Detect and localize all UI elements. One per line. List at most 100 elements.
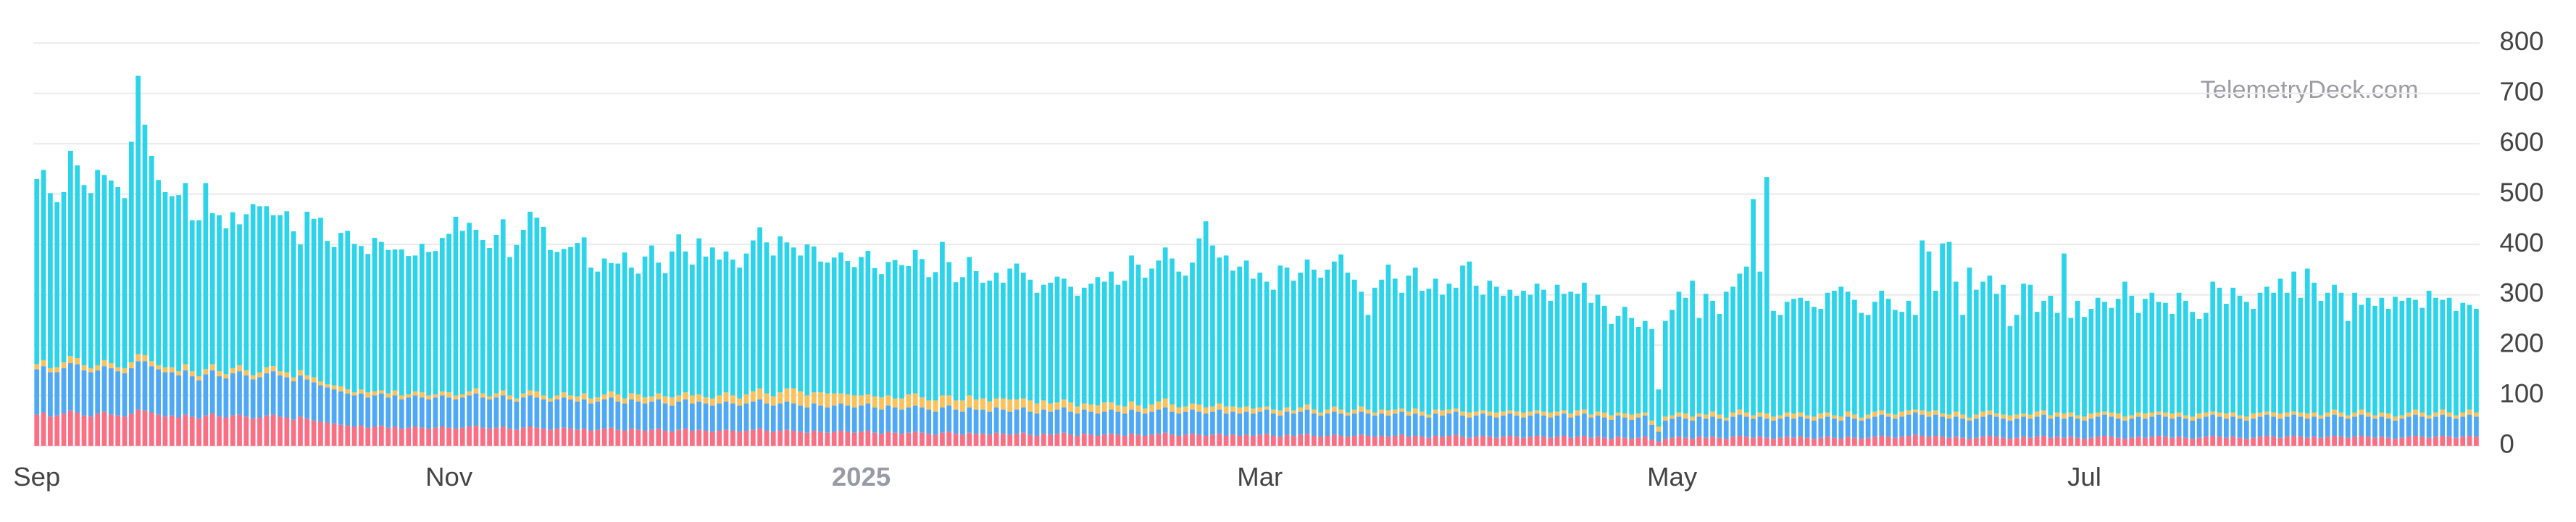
bar-segment [730, 403, 735, 431]
bar-segment [1771, 310, 1776, 417]
bar-segment [2243, 302, 2249, 417]
bar-segment [825, 407, 830, 433]
bar-segment [2433, 436, 2438, 446]
bar-segment [2298, 297, 2304, 413]
bar-segment [615, 263, 621, 395]
bar-segment [1899, 411, 1905, 417]
bar-segment [912, 431, 918, 446]
bar-segment [838, 403, 843, 431]
bar-segment [1730, 416, 1735, 437]
bar-segment [1054, 402, 1060, 410]
bar-segment [946, 431, 952, 446]
bar-segment [1420, 415, 1425, 437]
bar-segment [1446, 413, 1452, 436]
bar-segment [2021, 416, 2026, 437]
bar-segment [1703, 418, 1709, 438]
bar-segment [2454, 310, 2459, 416]
bar-segment [1095, 435, 1101, 446]
bar-segment [1845, 291, 1851, 412]
bar-segment [2088, 418, 2094, 438]
bar-segment [385, 397, 391, 428]
bar-segment [183, 414, 188, 446]
bar-segment [1264, 434, 1270, 446]
bar-segment [1582, 282, 1587, 410]
bar-segment [439, 391, 445, 396]
bar-segment [1054, 434, 1060, 446]
bar-segment [683, 392, 688, 399]
bar-segment [717, 403, 722, 431]
bar-segment [1115, 411, 1121, 435]
bar-segment [1359, 291, 1364, 407]
bar-segment [61, 191, 67, 362]
bar-segment [798, 255, 803, 392]
bar-segment [2264, 414, 2269, 436]
bar-segment [993, 273, 999, 399]
bar-segment [1176, 435, 1182, 446]
bar-segment [406, 256, 412, 395]
bar-segment [1446, 435, 1452, 446]
bar-segment [412, 395, 418, 427]
bar-segment [1548, 413, 1554, 418]
bar-segment [1399, 434, 1404, 446]
bar-segment [379, 390, 384, 394]
y-tick-label: 800 [2500, 26, 2544, 56]
bar-segment [642, 256, 648, 398]
bar-segment [1885, 436, 1891, 446]
bar-segment [831, 431, 837, 446]
bar-segment [601, 258, 607, 395]
bar-segment [2014, 418, 2019, 438]
x-tick-label: Nov [425, 462, 473, 492]
bar-segment [2426, 437, 2432, 446]
bar-segment [1568, 291, 1574, 414]
bar-segment [804, 432, 810, 446]
bar-segment [493, 427, 499, 446]
bar-segment [1872, 436, 1877, 446]
bar-segment [318, 381, 323, 386]
bar-segment [1751, 199, 1756, 416]
bar-segment [1115, 434, 1121, 446]
bar-segment [831, 257, 837, 394]
bar-segment [1683, 418, 1688, 438]
bar-segment [2318, 415, 2324, 419]
bar-segment [250, 379, 256, 419]
bar-segment [635, 429, 641, 446]
bar-segment [1061, 399, 1067, 408]
bar-segment [1825, 436, 1830, 446]
bar-segment [1859, 417, 1864, 421]
bar-segment [750, 240, 756, 392]
bar-segment [1879, 291, 1885, 411]
bar-segment [304, 379, 310, 419]
bar-segment [156, 369, 161, 415]
bar-segment [1251, 408, 1256, 414]
bar-segment [2312, 436, 2317, 446]
bar-segment [1885, 413, 1891, 417]
x-tick-label: Sep [13, 462, 60, 492]
bar-segment [845, 405, 851, 432]
bar-segment [2257, 413, 2263, 417]
bar-segment [804, 244, 810, 396]
bar-segment [68, 410, 73, 446]
bar-segment [1020, 432, 1026, 446]
bar-segment [899, 409, 904, 434]
bar-segment [2271, 292, 2276, 413]
bar-segment [2027, 414, 2033, 419]
bar-segment [2251, 437, 2256, 446]
bar-segment [1541, 411, 1546, 416]
bar-segment [601, 399, 607, 429]
bar-segment [1777, 415, 1783, 419]
bar-segment [156, 180, 161, 365]
bar-segment [480, 239, 485, 394]
bar-segment [885, 262, 891, 396]
bar-segment [88, 368, 93, 373]
bar-segment [1251, 278, 1256, 409]
bar-segment [1230, 270, 1235, 407]
bar-segment [2332, 284, 2337, 410]
bar-segment [338, 386, 343, 392]
bar-segment [2251, 418, 2256, 438]
bar-segment [1115, 284, 1121, 406]
bar-segment [2048, 418, 2054, 438]
bar-segment [1331, 406, 1337, 412]
bar-segment [2379, 413, 2385, 417]
bar-segment [2419, 413, 2425, 417]
bar-segment [656, 399, 662, 429]
